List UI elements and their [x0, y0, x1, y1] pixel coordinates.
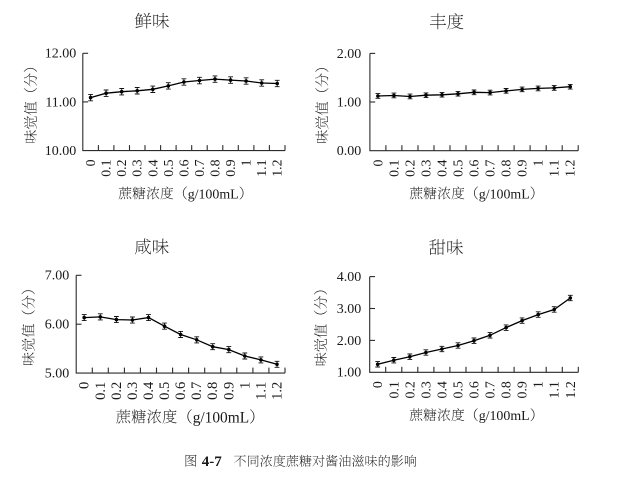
svg-text:7.00: 7.00	[45, 269, 70, 284]
svg-text:0.3: 0.3	[419, 160, 434, 177]
svg-text:0.7: 0.7	[483, 381, 498, 398]
svg-text:0.1: 0.1	[386, 160, 401, 177]
svg-text:0.1: 0.1	[93, 382, 109, 400]
svg-text:0.4: 0.4	[145, 159, 160, 176]
svg-text:0.3: 0.3	[130, 159, 145, 176]
svg-text:11.00: 11.00	[45, 95, 76, 110]
svg-text:1.00: 1.00	[337, 366, 362, 381]
svg-text:0.4: 0.4	[434, 381, 449, 398]
svg-text:0.1: 0.1	[99, 159, 114, 176]
svg-text:1.00: 1.00	[337, 96, 362, 111]
svg-text:0.9: 0.9	[223, 159, 238, 176]
svg-text:0.8: 0.8	[208, 159, 223, 176]
svg-text:0.2: 0.2	[114, 159, 129, 176]
svg-text:0.7: 0.7	[483, 160, 498, 177]
svg-text:0.3: 0.3	[125, 382, 141, 400]
svg-text:0.5: 0.5	[451, 381, 466, 398]
svg-text:4-7: 4-7	[202, 454, 222, 470]
svg-text:1.1: 1.1	[253, 382, 269, 400]
svg-text:0: 0	[77, 382, 93, 389]
svg-text:0.9: 0.9	[221, 382, 237, 400]
svg-text:0.9: 0.9	[515, 381, 530, 398]
svg-text:2.00: 2.00	[337, 334, 362, 349]
svg-text:12.00: 12.00	[45, 47, 77, 62]
svg-text:g/100mL: g/100mL	[193, 409, 249, 426]
svg-text:0.7: 0.7	[189, 382, 205, 400]
svg-text:1: 1	[531, 381, 546, 388]
svg-text:0.1: 0.1	[386, 381, 401, 398]
svg-text:3.00: 3.00	[337, 302, 362, 317]
svg-text:1: 1	[531, 160, 546, 167]
svg-text:0.5: 0.5	[157, 382, 173, 400]
svg-text:1: 1	[239, 159, 254, 166]
svg-text:g/100mL: g/100mL	[479, 409, 530, 424]
svg-text:0.6: 0.6	[173, 382, 189, 400]
svg-text:0.8: 0.8	[499, 160, 514, 177]
svg-text:0: 0	[370, 160, 385, 167]
svg-text:0.7: 0.7	[192, 159, 207, 176]
svg-text:1.2: 1.2	[563, 381, 578, 398]
svg-text:0.2: 0.2	[402, 381, 417, 398]
svg-text:0.8: 0.8	[499, 381, 514, 398]
svg-text:10.00: 10.00	[45, 144, 77, 159]
svg-text:0.3: 0.3	[418, 381, 433, 398]
svg-text:4.00: 4.00	[337, 270, 362, 285]
svg-text:0.4: 0.4	[435, 160, 450, 177]
svg-text:1: 1	[237, 382, 253, 389]
svg-text:0.2: 0.2	[109, 382, 125, 400]
svg-text:0.2: 0.2	[403, 160, 418, 177]
svg-text:g/100mL: g/100mL	[188, 187, 239, 202]
svg-text:1.1: 1.1	[547, 160, 562, 177]
svg-text:0.6: 0.6	[467, 381, 482, 398]
svg-text:2.00: 2.00	[337, 47, 362, 62]
svg-text:1.1: 1.1	[254, 159, 269, 176]
svg-text:0.5: 0.5	[451, 160, 466, 177]
svg-text:0: 0	[83, 159, 98, 166]
svg-text:0.6: 0.6	[467, 160, 482, 177]
svg-text:0.9: 0.9	[515, 160, 530, 177]
svg-text:0.6: 0.6	[176, 159, 191, 176]
svg-text:0.5: 0.5	[161, 159, 176, 176]
svg-text:g/100mL: g/100mL	[479, 187, 530, 202]
svg-text:5.00: 5.00	[45, 367, 70, 382]
svg-text:1.2: 1.2	[270, 382, 286, 400]
svg-text:0: 0	[370, 381, 385, 388]
svg-text:1.1: 1.1	[547, 381, 562, 398]
svg-text:0.8: 0.8	[205, 382, 221, 400]
svg-text:6.00: 6.00	[45, 318, 70, 333]
svg-text:0.4: 0.4	[141, 381, 157, 400]
svg-text:1.2: 1.2	[563, 160, 578, 177]
svg-text:1.2: 1.2	[270, 159, 285, 176]
svg-text:0.00: 0.00	[337, 144, 362, 159]
